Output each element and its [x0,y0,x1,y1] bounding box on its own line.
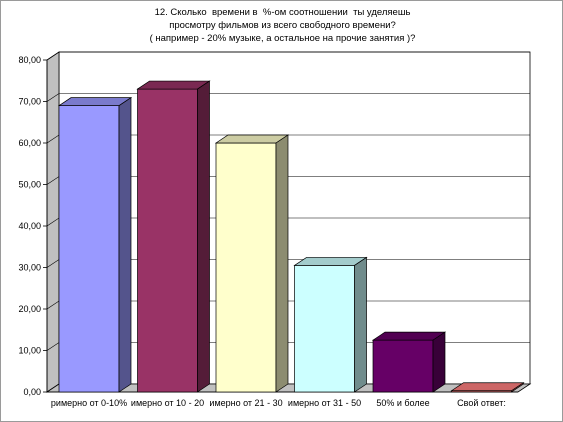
y-tick-label: 30,00 [18,263,41,273]
bar [371,331,447,393]
bar-front [58,105,120,393]
bar-side [275,134,289,393]
bar [450,382,525,393]
bar-front [294,265,355,393]
y-tick-label: 70,00 [18,97,41,107]
bar [293,256,368,393]
bar-front [372,339,434,393]
x-tick-label: Свой ответ: [457,398,506,408]
y-tick-label: 20,00 [18,304,41,314]
bar-side [511,382,524,393]
bar-side [118,96,132,393]
bar [214,134,290,393]
x-tick-label: 50% и более [376,398,429,408]
bar [57,96,133,393]
x-tick-label: имерно от 21 - 30 [209,398,282,408]
bar-front [215,142,277,393]
y-axis: 0,00 10,00 20,00 30,00 40,00 50,00 60,00 70,00 8… [18,55,518,397]
chart-title-line-2: просмотру фильмов из всего свободного вр… [169,20,396,31]
bar-side [197,80,210,393]
bar-front [137,88,198,393]
chart-bars [57,80,525,393]
x-tick-label: имерно от 31 - 50 [288,398,361,408]
bar [136,80,211,393]
gridline [46,93,530,102]
gridline [46,51,530,61]
y-tick-label: 80,00 [18,55,41,65]
x-tick-label: имерно от 10 - 20 [131,398,204,408]
y-tick-label: 40,00 [18,221,41,231]
x-axis-labels: римерно от 0-10% имерно от 10 - 20 имерно … [51,398,506,408]
y-tick-label: 60,00 [18,138,41,148]
y-tick-label: 10,00 [18,346,41,356]
y-tick-label: 0,00 [23,387,41,397]
x-tick-label: римерно от 0-10% [51,398,127,408]
chart-title-line-3: ( например - 20% музыке, а остальное на … [149,33,416,44]
y-tick-label: 50,00 [18,180,41,190]
bar-side [432,331,446,393]
chart-title-line-1: 12. Сколько времени в %-ом соотношении т… [154,7,411,18]
bar-side [354,256,367,393]
